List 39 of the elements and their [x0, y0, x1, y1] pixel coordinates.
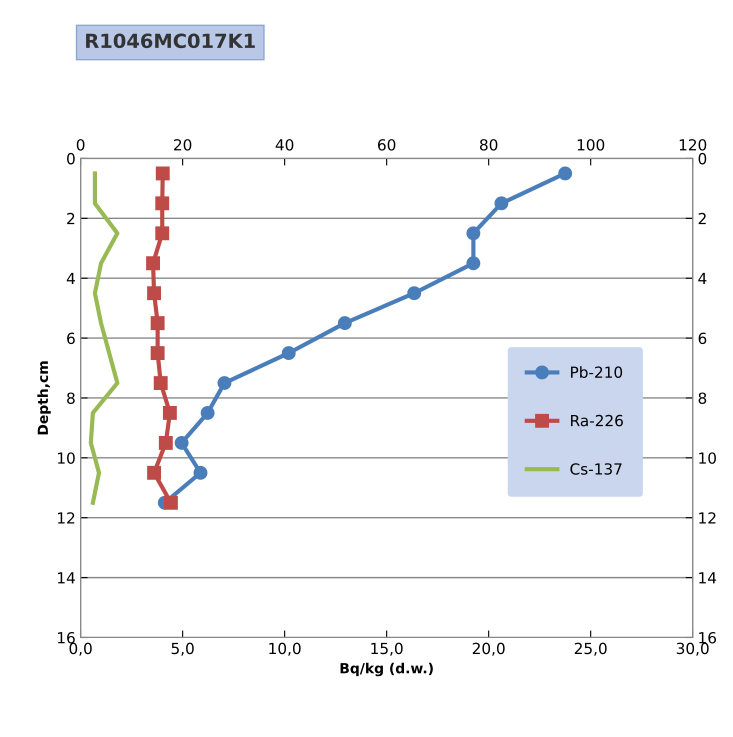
- x2-tick-label: 60: [378, 139, 396, 151]
- y2-tick-label: 8: [698, 392, 706, 404]
- x2-tick-label: 0: [76, 139, 84, 151]
- y2-tick-label: 16: [699, 632, 716, 644]
- x-tick-label: 15,0: [371, 642, 403, 656]
- x2-tick-label: 120: [680, 139, 706, 151]
- y-tick-label: 14: [58, 572, 75, 584]
- y2-tick-label: 14: [699, 572, 716, 584]
- y2-tick-label: 0: [698, 152, 706, 164]
- y-tick-label: 8: [67, 392, 75, 404]
- y2-tick-label: 12: [699, 512, 716, 524]
- line-series: [88, 171, 120, 505]
- x-tick-label: 25,0: [574, 642, 607, 656]
- x2-tick-label: 20: [174, 139, 192, 151]
- x-tick-label: 20,0: [472, 642, 505, 656]
- y-axis-title: Depth,cm: [37, 361, 51, 434]
- x2-tick-label: 80: [480, 139, 498, 151]
- y2-tick-label: 6: [698, 332, 706, 344]
- y-tick-label: 4: [66, 272, 75, 284]
- y2-tick-label: 2: [698, 212, 706, 224]
- legend-label: Cs-137: [570, 463, 622, 475]
- y-tick-label: 6: [67, 332, 75, 344]
- legend-label: Ra-226: [571, 414, 623, 426]
- y2-tick-label: 4: [698, 272, 706, 284]
- x-tick-label: 0,0: [69, 642, 92, 656]
- chart-title: R1046MC017K1: [86, 33, 255, 48]
- x2-tick-label: 100: [578, 139, 604, 151]
- x2-tick-label: 40: [276, 139, 294, 151]
- x-tick-label: 10,0: [269, 642, 301, 656]
- x-tick-label: 30,0: [676, 642, 709, 656]
- legend-label: Pb-210: [571, 366, 622, 378]
- y-tick-label: 10: [58, 452, 75, 464]
- y-tick-label: 12: [58, 512, 74, 524]
- x-axis-title: Bq/kg (d.w.): [340, 662, 433, 676]
- y-tick-label: 0: [67, 152, 75, 164]
- y-tick-label: 2: [67, 212, 74, 224]
- x-tick-label: 5,0: [172, 642, 194, 656]
- y2-tick-label: 10: [699, 452, 716, 464]
- y-tick-label: 16: [58, 632, 75, 644]
